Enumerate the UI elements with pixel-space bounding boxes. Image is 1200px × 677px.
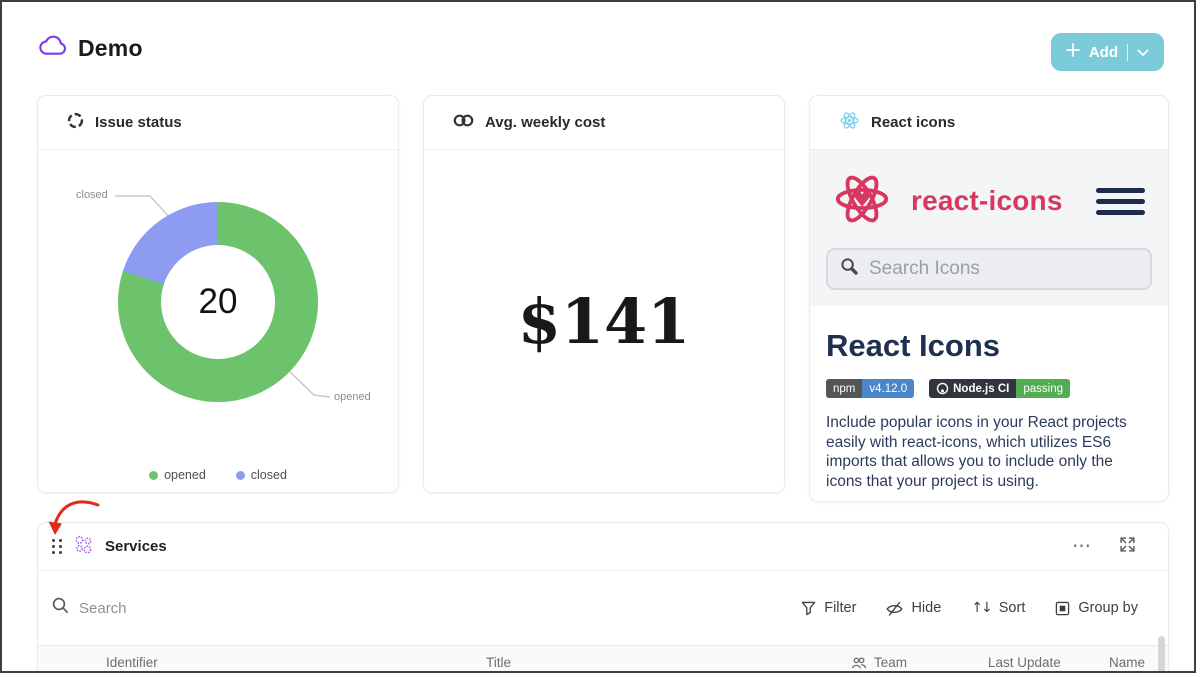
svg-text:♥: ♥	[853, 187, 872, 211]
column-title[interactable]: Title	[486, 655, 512, 670]
add-button-label: Add	[1088, 43, 1118, 61]
avg-weekly-cost-card-header: Avg. weekly cost	[424, 96, 784, 150]
legend-dot-opened	[149, 470, 159, 480]
column-name[interactable]: Name	[1109, 655, 1146, 670]
filter-label: Filter	[824, 600, 857, 616]
donut-hole: 20	[161, 245, 275, 359]
button-divider	[1127, 43, 1128, 61]
avg-weekly-cost-card: Avg. weekly cost $141	[423, 95, 785, 493]
filter-funnel-icon	[801, 601, 816, 615]
cost-value: $141	[517, 285, 691, 358]
vertical-scrollbar-thumb[interactable]	[1158, 636, 1165, 671]
page-header: Demo	[38, 34, 143, 62]
column-team[interactable]: Team	[851, 655, 907, 670]
icon-search-box[interactable]	[826, 248, 1152, 290]
chevron-down-icon[interactable]	[1137, 44, 1149, 61]
services-toolbar: Filter Hide ↑↓ Sort	[38, 571, 1168, 645]
react-icons-logo[interactable]: ♥	[833, 170, 891, 233]
sort-button[interactable]: ↑↓ Sort	[971, 600, 1025, 616]
callout-closed: closed	[76, 189, 108, 201]
group-by-label: Group by	[1078, 600, 1138, 616]
sort-arrows-icon: ↑↓	[971, 600, 993, 616]
filter-button[interactable]: Filter	[801, 600, 856, 616]
issue-status-chart: closed opened 20 opened closed	[38, 150, 398, 493]
more-icon[interactable]: ⋯	[1072, 535, 1092, 557]
icon-search-input[interactable]	[869, 258, 1138, 280]
site-top-bar: ♥ react-icons	[810, 150, 1168, 306]
services-icon	[73, 534, 94, 560]
npm-version-badge[interactable]: npm v4.12.0	[826, 379, 915, 398]
site-brand-name[interactable]: react-icons	[911, 185, 1063, 216]
hamburger-menu-icon[interactable]	[1096, 187, 1145, 215]
react-icons-card-title: React icons	[871, 114, 956, 131]
site-heading: React Icons	[826, 328, 1001, 363]
legend-item-opened[interactable]: opened	[149, 468, 206, 482]
magnifier-icon	[840, 257, 859, 281]
expand-icon[interactable]	[1119, 536, 1136, 558]
services-title: Services	[105, 538, 167, 555]
legend-label-closed: closed	[250, 468, 287, 482]
column-identifier[interactable]: Identifier	[106, 655, 158, 670]
chart-legend: opened closed	[38, 468, 398, 482]
badge-row: npm v4.12.0 Node.js CI passing	[826, 379, 1152, 398]
site-content: React Icons npm v4.12.0 Node.js CI	[810, 306, 1168, 491]
plus-icon	[1065, 43, 1080, 61]
ci-badge-label: Node.js CI	[929, 379, 1017, 398]
search-icon	[52, 597, 69, 619]
legend-item-closed[interactable]: closed	[235, 468, 287, 482]
page-title: Demo	[78, 34, 143, 61]
sort-label: Sort	[998, 600, 1026, 616]
react-icons-embedded-site: ♥ react-icons	[810, 150, 1168, 501]
issue-status-card-header: Issue status	[38, 96, 398, 150]
group-by-button[interactable]: Group by	[1055, 600, 1138, 616]
avg-weekly-cost-card-title: Avg. weekly cost	[485, 114, 606, 131]
donut-chart[interactable]: 20	[118, 202, 318, 402]
column-last-update[interactable]: Last Update	[988, 655, 1061, 670]
donut-chart-icon	[67, 112, 84, 133]
drag-handle-icon[interactable]	[52, 538, 63, 555]
eye-off-icon	[886, 601, 904, 616]
react-icons-card-header: React icons	[810, 96, 1168, 150]
toolbar-actions: Filter Hide ↑↓ Sort	[801, 600, 1138, 616]
services-actions: ⋯	[1072, 536, 1136, 558]
cost-body: $141	[424, 150, 784, 493]
services-table-header: Identifier Title Team Last Update Name	[38, 645, 1168, 671]
npm-badge-label: npm	[826, 379, 863, 398]
add-button[interactable]: Add	[1050, 33, 1164, 71]
column-team-label: Team	[874, 655, 908, 670]
react-icons-card: React icons ♥ react-i	[809, 95, 1169, 502]
issue-status-card-title: Issue status	[95, 114, 182, 131]
site-brand-row: ♥ react-icons	[826, 169, 1152, 233]
issue-status-card: Issue status closed opened 20 opened	[37, 95, 399, 493]
legend-dot-closed	[235, 470, 245, 480]
services-card: Services ⋯	[37, 522, 1169, 671]
site-description: Include popular icons in your React proj…	[826, 414, 1127, 490]
hide-button[interactable]: Hide	[886, 600, 941, 616]
callout-opened: opened	[334, 391, 371, 403]
legend-label-opened: opened	[164, 468, 206, 482]
github-icon	[936, 382, 949, 395]
npm-badge-version: v4.12.0	[862, 379, 915, 398]
services-search-input[interactable]	[79, 599, 279, 617]
team-icon	[851, 657, 867, 669]
ci-status-badge[interactable]: Node.js CI passing	[929, 379, 1070, 398]
hide-label: Hide	[911, 600, 942, 616]
react-atom-icon	[839, 110, 860, 135]
infinity-link-icon	[453, 113, 474, 132]
services-search[interactable]	[52, 597, 279, 619]
donut-center-value: 20	[198, 282, 238, 321]
ci-badge-status: passing	[1016, 379, 1070, 398]
services-header: Services ⋯	[38, 523, 1168, 571]
cloud-icon	[38, 34, 69, 62]
group-by-icon	[1056, 601, 1070, 615]
